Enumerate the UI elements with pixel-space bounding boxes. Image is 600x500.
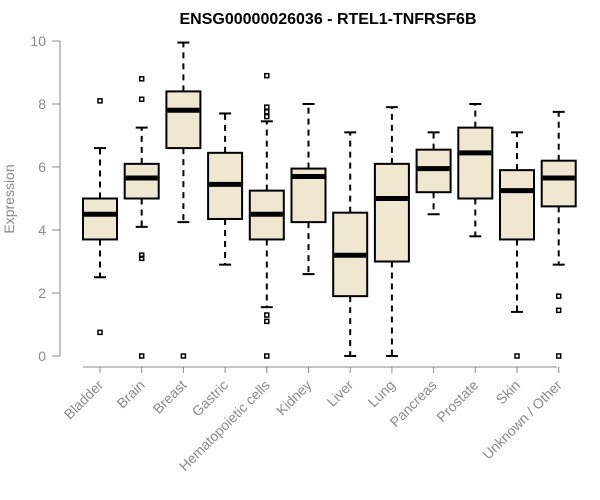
x-tick-label: Bladder	[61, 377, 107, 423]
box-group	[82, 98, 118, 336]
box-iqr	[540, 159, 577, 208]
box-group	[248, 72, 285, 359]
outlier-point	[97, 329, 103, 336]
outlier-point	[555, 307, 562, 314]
y-tick-label: 2	[38, 285, 46, 301]
x-tick-label: Kidney	[273, 377, 315, 419]
chart-title: ENSG00000026036 - RTEL1-TNFRSF6B	[180, 11, 477, 28]
outlier-point	[138, 76, 145, 82]
box-series	[82, 41, 577, 359]
x-tick-label: Lung	[365, 377, 398, 410]
box-group	[207, 112, 244, 266]
x-tick-label: Prostate	[433, 377, 481, 425]
box-group	[540, 110, 577, 359]
y-tick-label: 4	[38, 222, 46, 238]
x-tick-label: Unknown / Other	[479, 377, 565, 463]
box-group	[457, 103, 494, 238]
box-group	[332, 131, 369, 357]
outlier-point	[138, 252, 145, 258]
box-group	[373, 106, 410, 357]
box-iqr	[499, 169, 535, 241]
outlier-point	[138, 353, 145, 359]
x-tick-label: Liver	[324, 377, 357, 410]
box-group	[499, 131, 535, 359]
outlier-point	[264, 312, 270, 318]
y-axis-label: Expression	[1, 164, 17, 233]
box-iqr	[457, 126, 494, 200]
outlier-point	[264, 72, 270, 79]
x-tick-label: Skin	[493, 377, 524, 408]
outlier-point	[97, 98, 103, 104]
x-tick-label: Brain	[113, 377, 147, 411]
outlier-point	[180, 353, 187, 359]
y-axis-ticks: 0 2 4 6 8 10	[30, 33, 60, 364]
outlier-point	[555, 293, 562, 299]
box-iqr	[165, 90, 202, 150]
y-tick-label: 0	[38, 348, 46, 364]
y-tick-label: 10	[30, 33, 46, 49]
box-group	[165, 41, 202, 359]
box-iqr	[82, 197, 118, 241]
outlier-point	[264, 318, 270, 325]
outlier-point	[264, 104, 270, 110]
outlier-point	[514, 353, 520, 359]
y-tick-label: 8	[38, 96, 46, 112]
outlier-point	[138, 255, 145, 262]
outlier-point	[264, 113, 270, 120]
outlier-point	[555, 353, 562, 359]
outlier-point	[264, 109, 270, 115]
box-group	[415, 131, 452, 216]
box-group	[290, 103, 327, 276]
box-iqr	[373, 162, 410, 263]
x-tick-label: Breast	[150, 377, 190, 417]
box-iqr	[123, 162, 160, 200]
outlier-point	[138, 96, 145, 103]
box-group	[123, 76, 160, 359]
y-tick-label: 6	[38, 159, 46, 175]
outlier-point	[264, 353, 270, 359]
